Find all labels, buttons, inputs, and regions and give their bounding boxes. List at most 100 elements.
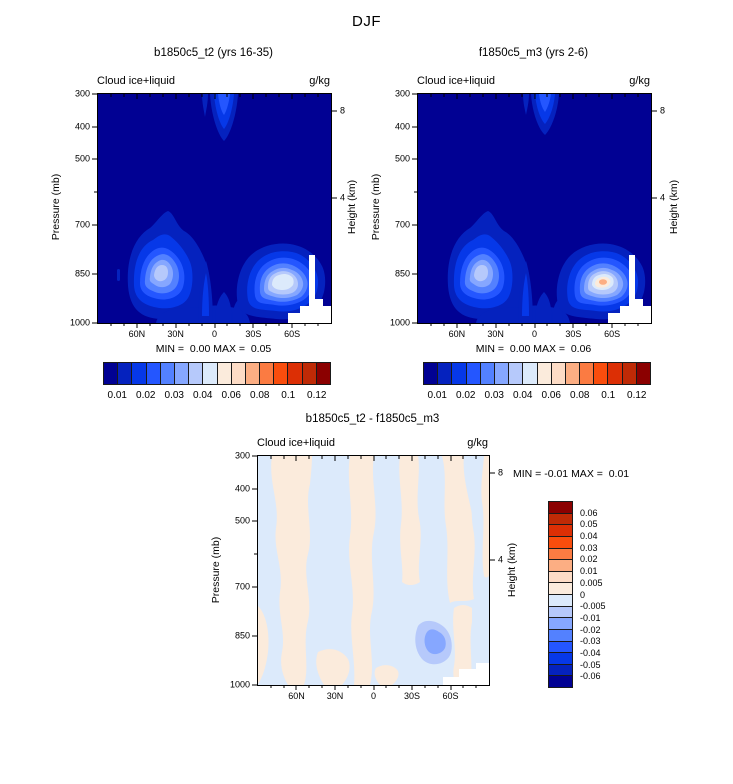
pressure-minor-tick (254, 553, 258, 555)
lat-tick (308, 456, 310, 459)
pressure-tick-label: 300 (394, 88, 410, 99)
lat-tick (123, 323, 125, 326)
panel-a-units-label: g/kg (309, 75, 330, 87)
pressure-tick (252, 635, 258, 637)
pressure-tick-label: 700 (394, 219, 410, 230)
colorbar-tick-label: 0.1 (601, 390, 616, 401)
panel-c-minmax: MIN = -0.01 MAX = 0.01 (513, 468, 630, 480)
panel-b-colorbar: 0.01 0.02 0.03 0.04 0.06 0.08 0.1 0.12 (423, 362, 651, 401)
colorbar-tick-label: -0.005 (580, 601, 606, 612)
panel-b-plot-area: 60N 30N 0 30S 60S 300 400 500 700 850 1000 8 4 (390, 89, 665, 339)
colorbar-cell (523, 363, 538, 384)
pressure-tick-label: 700 (234, 581, 250, 592)
colorbar-cell (438, 363, 453, 384)
colorbar-tick-label: 0.08 (570, 390, 590, 401)
lat-tick (265, 94, 267, 97)
pressure-tick (252, 488, 258, 490)
colorbar-tick-label: 0.01 (427, 390, 447, 401)
lat-tick (611, 323, 613, 328)
panel-c-plot-area: 60N 30N 0 30S 60S 300 400 500 700 850 1000 8 4 (230, 451, 503, 701)
colorbar-cell (549, 664, 572, 677)
lat-tick-label: 30S (403, 691, 420, 701)
lat-tick (637, 94, 639, 97)
pressure-tick-label: 300 (74, 88, 90, 99)
lat-tick (430, 94, 432, 97)
lat-tick (291, 323, 293, 328)
lat-tick (334, 456, 336, 461)
lat-tick-label: 0 (370, 691, 377, 701)
panel-b-field-label: Cloud ice+liquid (417, 75, 495, 87)
colorbar-tick-label: 0.02 (136, 390, 156, 401)
lat-tick (317, 323, 319, 326)
colorbar-cell (245, 363, 261, 384)
colorbar-cell (549, 560, 572, 572)
pressure-tick (412, 273, 418, 275)
colorbar-cell (132, 363, 147, 384)
height-tick (489, 472, 495, 474)
pressure-tick (412, 322, 418, 324)
colorbar-labels: 0.01 0.02 0.03 0.04 0.06 0.08 0.1 0.12 (103, 390, 331, 402)
lat-tick (373, 456, 374, 461)
lat-tick (456, 94, 458, 99)
pressure-tick (412, 224, 418, 226)
panel-a-pressure-axis-label: Pressure (mb) (50, 173, 62, 241)
panel-b-height-axis-label: Height (km) (668, 179, 680, 235)
lat-tick-label: 60N (128, 329, 146, 339)
colorbar-cell (549, 571, 572, 584)
colorbar-tick-label: 0.06 (221, 390, 241, 401)
pressure-tick (92, 322, 98, 324)
lat-tick (304, 94, 306, 97)
panel-a-title: b1850c5_t2 (yrs 16-35) (154, 47, 273, 59)
lat-tick (360, 685, 362, 688)
colorbar-tick-label: 0.03 (484, 390, 504, 401)
lat-tick (270, 685, 272, 688)
panel-b-contour-plot (418, 94, 651, 323)
lat-tick (201, 94, 203, 97)
lat-tick-label: 0 (531, 329, 538, 339)
panel-b-pressure-axis-label: Pressure (mb) (370, 173, 382, 241)
lat-tick (572, 323, 574, 328)
lat-tick (201, 323, 203, 326)
lat-tick (469, 94, 471, 97)
lat-tick-label: 60S (604, 329, 621, 339)
lat-tick-label: 60N (448, 329, 466, 339)
colorbar-cell (160, 363, 175, 384)
colorbar-labels: 0.06 0.05 0.04 0.03 0.02 0.01 0.005 0 -0.005 -0.0… (580, 501, 620, 688)
lat-tick (110, 323, 112, 326)
lat-tick (291, 94, 293, 99)
colorbar-tick-label: 0.005 (580, 577, 603, 588)
lat-tick (559, 94, 561, 97)
lat-tick (475, 685, 477, 688)
colorbar-tick-label: 0.06 (541, 390, 561, 401)
lat-tick (495, 94, 497, 99)
lat-tick (373, 685, 374, 690)
lat-tick (572, 94, 574, 99)
lat-tick (347, 456, 349, 459)
colorbar-cell (424, 363, 439, 384)
colorbar-cells (548, 501, 573, 688)
lat-tick (559, 323, 561, 326)
lat-tick-label: 30S (245, 329, 262, 339)
lat-tick (308, 685, 310, 688)
lat-tick (175, 323, 177, 328)
colorbar-tick-label: 0.12 (307, 390, 327, 401)
lat-tick (321, 685, 323, 688)
colorbar-cells (423, 362, 651, 385)
pressure-tick (412, 93, 418, 95)
colorbar-cell (288, 363, 303, 384)
colorbar-tick-label: 0.04 (513, 390, 533, 401)
colorbar-cell (452, 363, 467, 384)
pressure-tick (92, 93, 98, 95)
lat-tick (188, 94, 190, 97)
pressure-tick-label: 400 (234, 483, 250, 494)
lat-tick (252, 323, 254, 328)
pressure-tick-label: 500 (74, 153, 90, 164)
lat-tick (508, 323, 510, 326)
colorbar-tick-label: 0.08 (250, 390, 270, 401)
pressure-tick-label: 400 (74, 121, 90, 132)
pressure-tick (412, 158, 418, 160)
lat-tick-label: 0 (211, 329, 218, 339)
lat-tick (637, 323, 639, 326)
colorbar-cell (549, 676, 572, 687)
